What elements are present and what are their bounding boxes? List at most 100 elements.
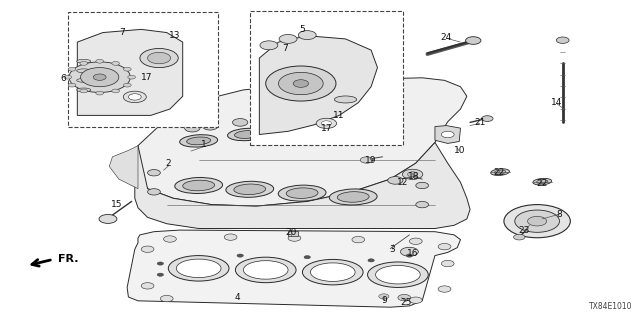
Polygon shape: [135, 78, 467, 206]
Circle shape: [64, 75, 72, 79]
Ellipse shape: [303, 260, 363, 285]
Circle shape: [398, 294, 411, 301]
Circle shape: [316, 118, 337, 128]
Text: 22: 22: [536, 180, 548, 188]
Circle shape: [288, 235, 301, 241]
Circle shape: [481, 116, 493, 122]
Circle shape: [442, 131, 454, 138]
Circle shape: [403, 169, 423, 180]
Circle shape: [513, 234, 525, 240]
Ellipse shape: [176, 259, 221, 277]
Ellipse shape: [175, 178, 223, 194]
Circle shape: [124, 67, 131, 71]
Circle shape: [556, 37, 569, 44]
Circle shape: [93, 74, 106, 80]
Polygon shape: [109, 146, 138, 189]
Text: 15: 15: [111, 200, 123, 209]
Circle shape: [99, 214, 117, 223]
Circle shape: [129, 94, 141, 100]
Text: 16: 16: [407, 250, 419, 259]
Circle shape: [224, 234, 237, 240]
Text: 7: 7: [282, 44, 288, 53]
Ellipse shape: [310, 263, 355, 281]
Circle shape: [416, 182, 429, 189]
Ellipse shape: [491, 169, 509, 175]
Text: 17: 17: [321, 124, 332, 133]
Text: 8: 8: [557, 210, 563, 219]
Ellipse shape: [323, 117, 362, 130]
Ellipse shape: [376, 266, 420, 284]
Ellipse shape: [495, 170, 506, 174]
Circle shape: [96, 91, 104, 95]
Ellipse shape: [282, 125, 307, 133]
Circle shape: [250, 117, 266, 124]
Circle shape: [80, 61, 88, 65]
Circle shape: [148, 170, 161, 176]
Polygon shape: [135, 142, 470, 228]
Circle shape: [298, 31, 316, 40]
Polygon shape: [259, 36, 378, 134]
Text: 2: 2: [166, 159, 172, 168]
Ellipse shape: [180, 135, 218, 147]
Circle shape: [237, 254, 243, 257]
Circle shape: [408, 172, 418, 177]
Ellipse shape: [187, 137, 211, 145]
Polygon shape: [77, 29, 182, 116]
Circle shape: [368, 259, 374, 262]
Circle shape: [124, 91, 147, 103]
Circle shape: [69, 62, 131, 92]
Text: 21: 21: [474, 118, 485, 127]
Circle shape: [321, 121, 332, 126]
Circle shape: [161, 295, 173, 302]
Ellipse shape: [77, 78, 91, 82]
Ellipse shape: [337, 192, 369, 202]
Ellipse shape: [536, 180, 548, 184]
Circle shape: [438, 244, 451, 250]
Circle shape: [406, 254, 413, 257]
Ellipse shape: [330, 119, 355, 127]
Ellipse shape: [77, 88, 91, 92]
Text: 1: 1: [201, 140, 207, 149]
Circle shape: [141, 283, 154, 289]
Ellipse shape: [236, 257, 296, 283]
Ellipse shape: [533, 178, 552, 185]
Text: 25: 25: [401, 298, 412, 307]
Circle shape: [515, 210, 559, 232]
Circle shape: [388, 177, 403, 184]
Circle shape: [184, 124, 200, 132]
Circle shape: [293, 80, 308, 87]
Text: 13: 13: [169, 31, 180, 40]
Circle shape: [352, 236, 365, 243]
Circle shape: [80, 89, 88, 93]
Ellipse shape: [367, 262, 428, 287]
Bar: [250, 11, 403, 145]
Text: 6: 6: [60, 74, 66, 83]
Ellipse shape: [278, 185, 326, 201]
Circle shape: [148, 52, 171, 64]
Circle shape: [124, 83, 131, 87]
Circle shape: [304, 256, 310, 259]
Ellipse shape: [334, 96, 356, 103]
Text: 24: 24: [441, 33, 452, 42]
Circle shape: [81, 68, 119, 87]
Ellipse shape: [228, 128, 266, 141]
Ellipse shape: [77, 69, 91, 73]
Circle shape: [68, 83, 76, 87]
Text: 4: 4: [234, 293, 240, 302]
Circle shape: [68, 67, 76, 71]
Bar: [288, 231, 298, 236]
Circle shape: [260, 41, 278, 50]
Text: 5: 5: [300, 25, 305, 34]
Circle shape: [379, 294, 389, 299]
Polygon shape: [127, 230, 461, 307]
Text: TX84E1010: TX84E1010: [589, 302, 633, 311]
Circle shape: [128, 75, 136, 79]
Ellipse shape: [226, 181, 274, 197]
Circle shape: [410, 297, 422, 303]
Circle shape: [416, 201, 429, 208]
Ellipse shape: [330, 189, 377, 205]
Text: 10: 10: [454, 146, 465, 155]
Ellipse shape: [286, 188, 318, 198]
Circle shape: [157, 273, 164, 276]
Circle shape: [442, 260, 454, 267]
